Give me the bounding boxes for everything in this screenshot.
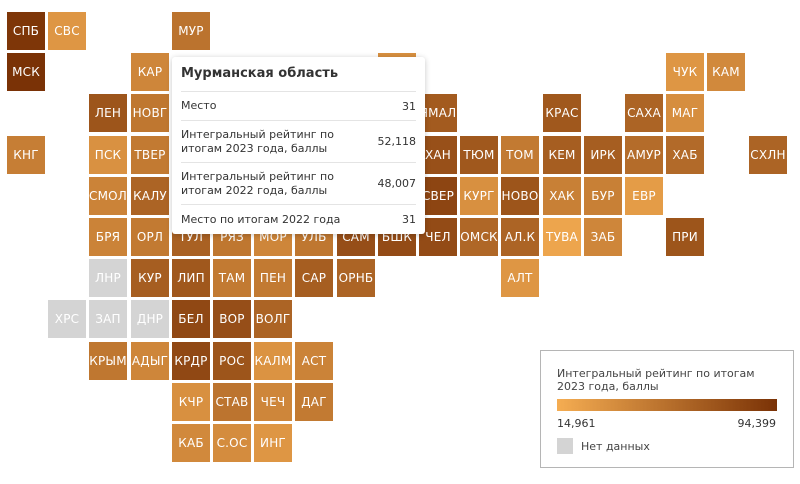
region-tooltip: Мурманская область Место 31 Интегральный…: [172, 57, 425, 234]
tooltip-label: Место по итогам 2022 года: [181, 212, 341, 226]
region-tile-33[interactable]: БРЯ: [89, 218, 127, 256]
region-tile-69[interactable]: ЧЕЧ: [254, 383, 292, 421]
region-tile-9[interactable]: НОВГ: [131, 94, 169, 132]
region-tile-17[interactable]: ХАН: [419, 136, 457, 174]
region-tile-54[interactable]: АЛТ: [501, 259, 539, 297]
tooltip-value: 31: [402, 213, 416, 226]
region-tile-47[interactable]: ЛНР: [89, 259, 127, 297]
region-tile-56[interactable]: ЗАП: [89, 300, 127, 338]
region-tile-14[interactable]: КНГ: [7, 136, 45, 174]
tooltip-title: Мурманская область: [181, 57, 416, 92]
region-tile-72[interactable]: С.ОС: [213, 424, 251, 462]
region-tile-0[interactable]: СПБ: [7, 12, 45, 50]
region-tile-68[interactable]: СТАВ: [213, 383, 251, 421]
region-tile-42[interactable]: ОМСК: [460, 218, 498, 256]
tooltip-value: 48,007: [377, 177, 417, 190]
tooltip-row-rating-2023: Интегральный рейтинг по итогам 2023 года…: [181, 121, 416, 163]
tooltip-label: Интегральный рейтинг по итогам 2022 года…: [181, 169, 334, 197]
region-tile-3[interactable]: МСК: [7, 53, 45, 91]
region-tile-8[interactable]: ЛЕН: [89, 94, 127, 132]
region-tile-19[interactable]: ТОМ: [501, 136, 539, 174]
region-tile-27[interactable]: СВЕР: [419, 177, 457, 215]
region-tile-49[interactable]: ЛИП: [172, 259, 210, 297]
region-tile-61[interactable]: КРЫМ: [89, 342, 127, 380]
region-tile-15[interactable]: ПСК: [89, 136, 127, 174]
region-tile-66[interactable]: АСТ: [295, 342, 333, 380]
region-tile-21[interactable]: ИРК: [584, 136, 622, 174]
region-tile-12[interactable]: САХА: [625, 94, 663, 132]
region-tile-11[interactable]: КРАС: [543, 94, 581, 132]
region-tile-32[interactable]: ЕВР: [625, 177, 663, 215]
region-tile-20[interactable]: КЕМ: [543, 136, 581, 174]
region-tile-71[interactable]: КАБ: [172, 424, 210, 462]
region-tile-18[interactable]: ТЮМ: [460, 136, 498, 174]
legend-no-data-swatch: [557, 438, 573, 454]
region-tile-57[interactable]: ДНР: [131, 300, 169, 338]
region-tile-48[interactable]: КУР: [131, 259, 169, 297]
legend-title: Интегральный рейтинг по итогам 2023 года…: [557, 367, 755, 393]
region-tile-1[interactable]: СВС: [48, 12, 86, 50]
region-tile-63[interactable]: КРДР: [172, 342, 210, 380]
region-tile-13[interactable]: МАГ: [666, 94, 704, 132]
region-tile-60[interactable]: ВОЛГ: [254, 300, 292, 338]
region-tile-70[interactable]: ДАГ: [295, 383, 333, 421]
tooltip-value: 31: [402, 99, 416, 113]
region-tile-34[interactable]: ОРЛ: [131, 218, 169, 256]
region-tile-55[interactable]: ХРС: [48, 300, 86, 338]
region-tile-24[interactable]: СХЛН: [749, 136, 787, 174]
region-tile-25[interactable]: СМОЛ: [89, 177, 127, 215]
region-tile-65[interactable]: КАЛМ: [254, 342, 292, 380]
region-tile-45[interactable]: ЗАБ: [584, 218, 622, 256]
region-tile-16[interactable]: ТВЕР: [131, 136, 169, 174]
region-tile-22[interactable]: АМУР: [625, 136, 663, 174]
region-tile-41[interactable]: ЧЕЛ: [419, 218, 457, 256]
region-tile-4[interactable]: КАР: [131, 53, 169, 91]
region-tile-10[interactable]: ЯМАЛ: [419, 94, 457, 132]
region-tile-43[interactable]: АЛ.К: [501, 218, 539, 256]
region-tile-67[interactable]: КЧР: [172, 383, 210, 421]
region-tile-52[interactable]: САР: [295, 259, 333, 297]
region-tile-31[interactable]: БУР: [584, 177, 622, 215]
tooltip-row-place-2022: Место по итогам 2022 года 31: [181, 205, 416, 234]
region-tile-44[interactable]: ТУВА: [543, 218, 581, 256]
region-tile-2[interactable]: МУР: [172, 12, 210, 50]
region-tile-7[interactable]: КАМ: [707, 53, 745, 91]
tooltip-row-place: Место 31: [181, 92, 416, 121]
region-tile-6[interactable]: ЧУК: [666, 53, 704, 91]
region-tile-29[interactable]: НОВО: [501, 177, 539, 215]
legend-min-label: 14,961: [557, 417, 596, 430]
legend-no-data-label: Нет данных: [581, 440, 650, 453]
region-tile-51[interactable]: ПЕН: [254, 259, 292, 297]
region-tile-30[interactable]: ХАК: [543, 177, 581, 215]
legend-max-label: 94,399: [737, 417, 777, 430]
region-tile-46[interactable]: ПРИ: [666, 218, 704, 256]
region-tile-53[interactable]: ОРНБ: [337, 259, 375, 297]
legend-gradient-bar: [557, 399, 777, 411]
tooltip-label: Место: [181, 99, 217, 112]
region-tile-28[interactable]: КУРГ: [460, 177, 498, 215]
tooltip-row-rating-2022: Интегральный рейтинг по итогам 2022 года…: [181, 163, 416, 205]
region-tile-64[interactable]: РОС: [213, 342, 251, 380]
region-tile-23[interactable]: ХАБ: [666, 136, 704, 174]
region-tile-62[interactable]: АДЫГ: [131, 342, 169, 380]
region-tile-59[interactable]: ВОР: [213, 300, 251, 338]
region-tile-73[interactable]: ИНГ: [254, 424, 292, 462]
region-tile-26[interactable]: КАЛУ: [131, 177, 169, 215]
legend: Интегральный рейтинг по итогам 2023 года…: [540, 350, 794, 468]
tooltip-label: Интегральный рейтинг по итогам 2023 года…: [181, 127, 334, 155]
region-tile-50[interactable]: ТАМ: [213, 259, 251, 297]
tooltip-value: 52,118: [377, 135, 417, 148]
region-tile-58[interactable]: БЕЛ: [172, 300, 210, 338]
